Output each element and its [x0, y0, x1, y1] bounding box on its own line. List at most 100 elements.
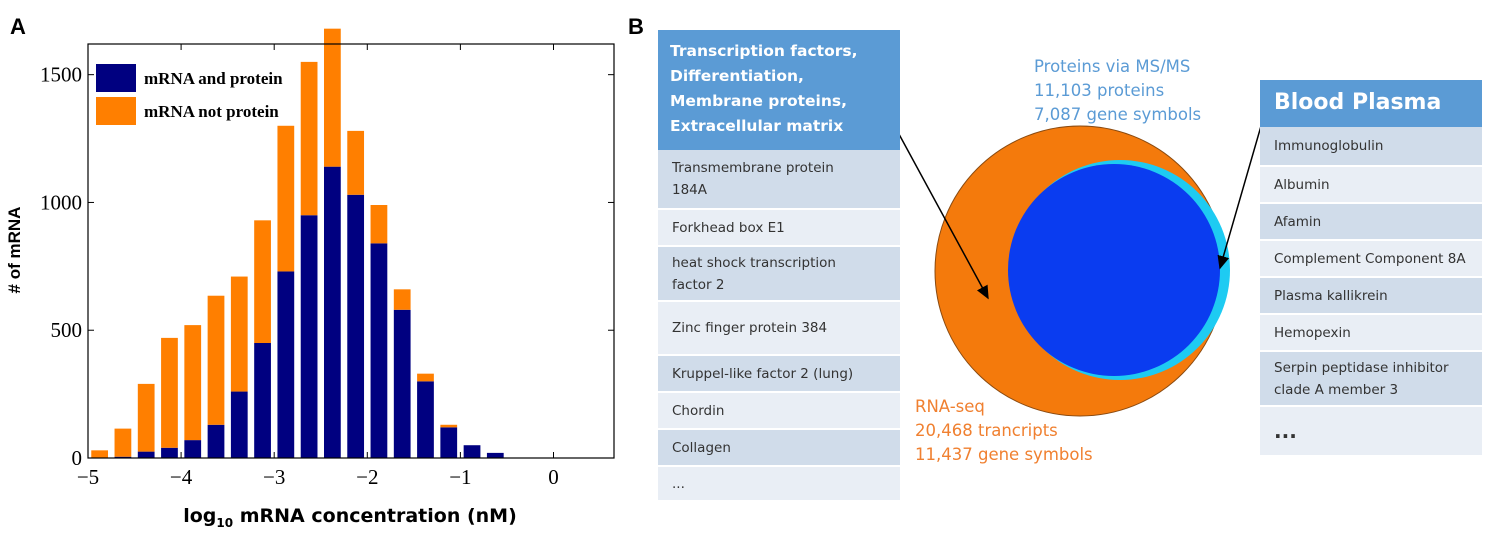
- table-row-text: Hemopexin: [1274, 324, 1351, 341]
- proteins-label: Proteins via MS/MS 11,103 proteins 7,087 g…: [1034, 55, 1201, 127]
- bar-mrna-not-protein: [91, 450, 109, 458]
- table-row-text: Immunoglobulin: [1274, 138, 1384, 154]
- table-row: Hemopexin: [1260, 315, 1482, 352]
- x-tick-label: −5: [77, 465, 99, 489]
- panel-a-letter: A: [10, 14, 26, 39]
- left-header-line: Transcription factors,: [670, 42, 858, 60]
- x-tick-label: −3: [263, 465, 285, 489]
- table-row: Chordin: [658, 393, 900, 430]
- bar-mrna-and-protein: [277, 271, 295, 458]
- left-table: Transcription factors, Differentiation, Me…: [658, 30, 900, 502]
- bar-mrna-not-protein: [207, 295, 225, 425]
- proteins_label-line: 11,103 proteins: [1034, 81, 1165, 100]
- table-row: Afamin: [1260, 204, 1482, 241]
- bar-mrna-and-protein: [393, 309, 411, 458]
- proteins_label-line: 7,087 gene symbols: [1034, 105, 1202, 124]
- bar-mrna-not-protein: [184, 325, 202, 441]
- table-row: ...: [1260, 407, 1482, 457]
- histogram-chart: −5 −4 −3 −2 −1 0 0 500 1000 1500 # of mRNA mRNA and…: [5, 28, 615, 489]
- bar-mrna-and-protein: [486, 452, 504, 458]
- bar-mrna-not-protein: [370, 205, 388, 244]
- bar-mrna-and-protein: [137, 451, 155, 458]
- table-row: Complement Component 8A: [1260, 241, 1482, 278]
- rnaseq_label-line: 20,468 trancripts: [915, 421, 1058, 440]
- bar-mrna-not-protein: [440, 424, 458, 428]
- bar-mrna-not-protein: [277, 125, 295, 272]
- table-row: Collagen: [658, 430, 900, 467]
- protein-circle: [1008, 164, 1220, 376]
- y-tick-label: 1500: [40, 63, 82, 87]
- bar-mrna-not-protein: [137, 383, 155, 452]
- rnaseq_label-line: RNA-seq: [915, 397, 985, 416]
- table-row: Albumin: [1260, 167, 1482, 204]
- x-axis-label: log10 mRNA concentration (nM): [183, 505, 517, 530]
- x-tick-label: −2: [356, 465, 378, 489]
- table-row-text: Kruppel-like factor 2 (lung): [672, 365, 854, 382]
- bar-mrna-and-protein: [207, 424, 225, 458]
- legend-swatch-mrna-not-protein: [96, 97, 136, 125]
- bar-mrna-and-protein: [254, 343, 271, 458]
- bar-mrna-not-protein: [347, 130, 365, 195]
- table-row-text: ...: [672, 475, 685, 492]
- bar-mrna-and-protein: [230, 391, 248, 458]
- table-row: Kruppel-like factor 2 (lung): [658, 356, 900, 393]
- x-tick-label: 0: [548, 465, 559, 489]
- table-row: Zinc finger protein 384: [658, 302, 900, 356]
- legend-label-mrna-and-protein: mRNA and protein: [144, 69, 283, 88]
- bar-mrna-and-protein: [417, 381, 434, 458]
- x-tick-label: −1: [449, 465, 471, 489]
- table-row-text: factor 2: [672, 276, 725, 293]
- bar-mrna-not-protein: [161, 337, 178, 448]
- table-row-text: clade A member 3: [1274, 381, 1399, 398]
- left-header-line: Differentiation,: [670, 67, 804, 85]
- bar-mrna-and-protein: [347, 194, 365, 458]
- bar-mrna-not-protein: [417, 373, 434, 382]
- bar-mrna-not-protein: [254, 220, 271, 343]
- panel-b-letter: B: [628, 14, 644, 39]
- legend-swatch-mrna-and-protein: [96, 64, 136, 92]
- bar-mrna-and-protein: [463, 445, 481, 458]
- table-row: heat shock transcription factor 2: [658, 247, 900, 302]
- bar-mrna-and-protein: [300, 215, 318, 458]
- bar-mrna-and-protein: [440, 427, 458, 458]
- table-row: ...: [658, 467, 900, 502]
- table-row-text: Zinc finger protein 384: [672, 320, 828, 336]
- table-row-text: Afamin: [1274, 213, 1322, 230]
- table-row: Serpin peptidase inhibitor clade A member…: [1260, 352, 1482, 407]
- bar-mrna-and-protein: [324, 166, 341, 458]
- bar-mrna-and-protein: [184, 440, 202, 458]
- table-row: Forkhead box E1: [658, 210, 900, 247]
- bar-mrna-not-protein: [230, 276, 248, 392]
- table-row-text: Forkhead box E1: [672, 219, 785, 236]
- table-row-text: Serpin peptidase inhibitor: [1274, 359, 1449, 376]
- table-row: Plasma kallikrein: [1260, 278, 1482, 315]
- table-row-text: Transmembrane protein: [672, 160, 834, 176]
- bar-mrna-not-protein: [300, 61, 318, 216]
- y-axis-label: # of mRNA: [5, 207, 24, 294]
- x-tick-label: −4: [170, 465, 193, 489]
- table-row-text: Collagen: [672, 439, 731, 456]
- table-row-text: Complement Component 8A: [1274, 250, 1466, 267]
- left-header-line: Membrane proteins,: [670, 92, 848, 110]
- bar-mrna-not-protein: [393, 289, 411, 310]
- table-row-text: 184A: [672, 182, 708, 198]
- right-table: Blood Plasma Immunoglobulin Albumin Afamin…: [1260, 80, 1482, 457]
- table-row-text: Chordin: [672, 402, 725, 419]
- table-row: Transmembrane protein 184A: [658, 150, 900, 210]
- plot-frame: [87, 43, 615, 459]
- bar-mrna-not-protein: [324, 28, 341, 167]
- bar-mrna-not-protein: [114, 428, 132, 457]
- table-row-text: Plasma kallikrein: [1274, 287, 1388, 304]
- rnaseq_label-line: 11,437 gene symbols: [915, 445, 1093, 464]
- table-row-text: Albumin: [1274, 176, 1330, 193]
- left-table-header: Transcription factors, Differentiation, Me…: [658, 30, 900, 150]
- legend-label-mrna-not-protein: mRNA not protein: [144, 102, 279, 121]
- table-row-text: heat shock transcription: [672, 254, 836, 271]
- proteins_label-line: Proteins via MS/MS: [1034, 57, 1191, 76]
- y-tick-label: 500: [51, 318, 83, 342]
- y-tick-label: 0: [72, 446, 83, 470]
- y-tick-label: 1000: [40, 190, 82, 214]
- table-row: Immunoglobulin: [1260, 127, 1482, 167]
- table-row-text: ...: [1274, 419, 1297, 443]
